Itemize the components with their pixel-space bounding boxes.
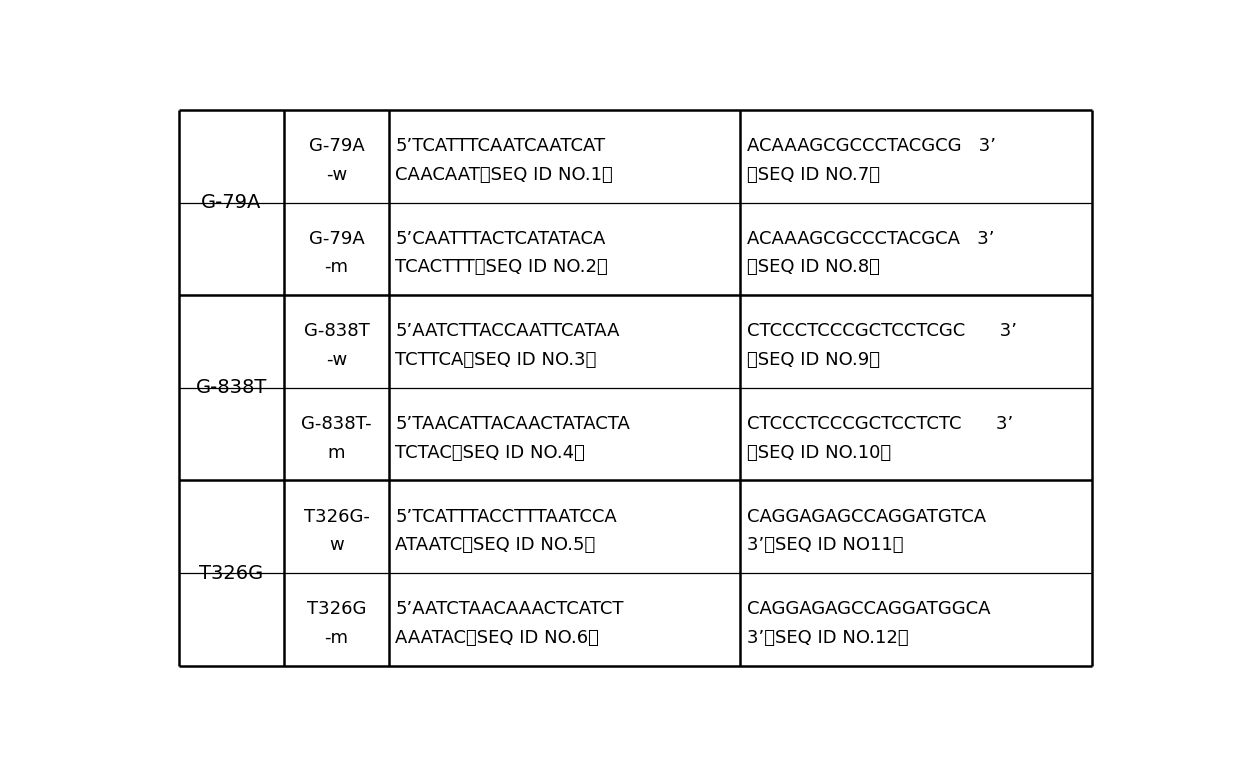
Text: m: m [327, 443, 345, 462]
Text: 5’AATCTTACCAATTCATAA: 5’AATCTTACCAATTCATAA [396, 323, 620, 340]
Text: G-79A: G-79A [309, 230, 365, 247]
Text: G-838T: G-838T [196, 379, 267, 397]
Text: CAGGAGAGCCAGGATGGCA: CAGGAGAGCCAGGATGGCA [746, 601, 991, 618]
Text: （SEQ ID NO.9）: （SEQ ID NO.9） [746, 351, 879, 369]
Text: 5’CAATTTACTCATATACA: 5’CAATTTACTCATATACA [396, 230, 605, 247]
Text: T326G-: T326G- [304, 508, 370, 525]
Text: -m: -m [325, 258, 348, 276]
Text: （SEQ ID NO.7）: （SEQ ID NO.7） [746, 166, 879, 184]
Text: G-79A: G-79A [201, 193, 262, 212]
Text: （SEQ ID NO.8）: （SEQ ID NO.8） [746, 258, 879, 276]
Text: -w: -w [326, 166, 347, 184]
Text: CTCCCTCCCGCTCCTCTC      3’: CTCCCTCCCGCTCCTCTC 3’ [746, 415, 1013, 433]
Text: 5’TCATTTCAATCAATCAT: 5’TCATTTCAATCAATCAT [396, 137, 605, 155]
Text: -m: -m [325, 629, 348, 647]
Text: ACAAAGCGCCCTACGCG   3’: ACAAAGCGCCCTACGCG 3’ [746, 137, 996, 155]
Text: -w: -w [326, 351, 347, 369]
Text: 5’TAACATTACAACTATACTA: 5’TAACATTACAACTATACTA [396, 415, 630, 433]
Text: T326G: T326G [200, 564, 264, 583]
Text: G-838T: G-838T [304, 323, 370, 340]
Text: （SEQ ID NO.10）: （SEQ ID NO.10） [746, 443, 890, 462]
Text: ATAATC（SEQ ID NO.5）: ATAATC（SEQ ID NO.5） [396, 536, 595, 554]
Text: TCACTTT（SEQ ID NO.2）: TCACTTT（SEQ ID NO.2） [396, 258, 608, 276]
Text: 3’（SEQ ID NO.12）: 3’（SEQ ID NO.12） [746, 629, 909, 647]
Text: CAACAAT（SEQ ID NO.1）: CAACAAT（SEQ ID NO.1） [396, 166, 613, 184]
Text: w: w [329, 536, 343, 554]
Text: TCTAC（SEQ ID NO.4）: TCTAC（SEQ ID NO.4） [396, 443, 585, 462]
Text: CAGGAGAGCCAGGATGTCA: CAGGAGAGCCAGGATGTCA [746, 508, 986, 525]
Text: T326G: T326G [306, 601, 366, 618]
Text: 5’AATCTAACAAACTCATCT: 5’AATCTAACAAACTCATCT [396, 601, 624, 618]
Text: G-79A: G-79A [309, 137, 365, 155]
Text: CTCCCTCCCGCTCCTCGC      3’: CTCCCTCCCGCTCCTCGC 3’ [746, 323, 1017, 340]
Text: G-838T-: G-838T- [301, 415, 372, 433]
Text: 3’（SEQ ID NO11）: 3’（SEQ ID NO11） [746, 536, 903, 554]
Text: AAATAC（SEQ ID NO.6）: AAATAC（SEQ ID NO.6） [396, 629, 599, 647]
Text: 5’TCATTTACCTTTAATCCA: 5’TCATTTACCTTTAATCCA [396, 508, 618, 525]
Text: TCTTCA（SEQ ID NO.3）: TCTTCA（SEQ ID NO.3） [396, 351, 596, 369]
Text: ACAAAGCGCCCTACGCA   3’: ACAAAGCGCCCTACGCA 3’ [746, 230, 994, 247]
